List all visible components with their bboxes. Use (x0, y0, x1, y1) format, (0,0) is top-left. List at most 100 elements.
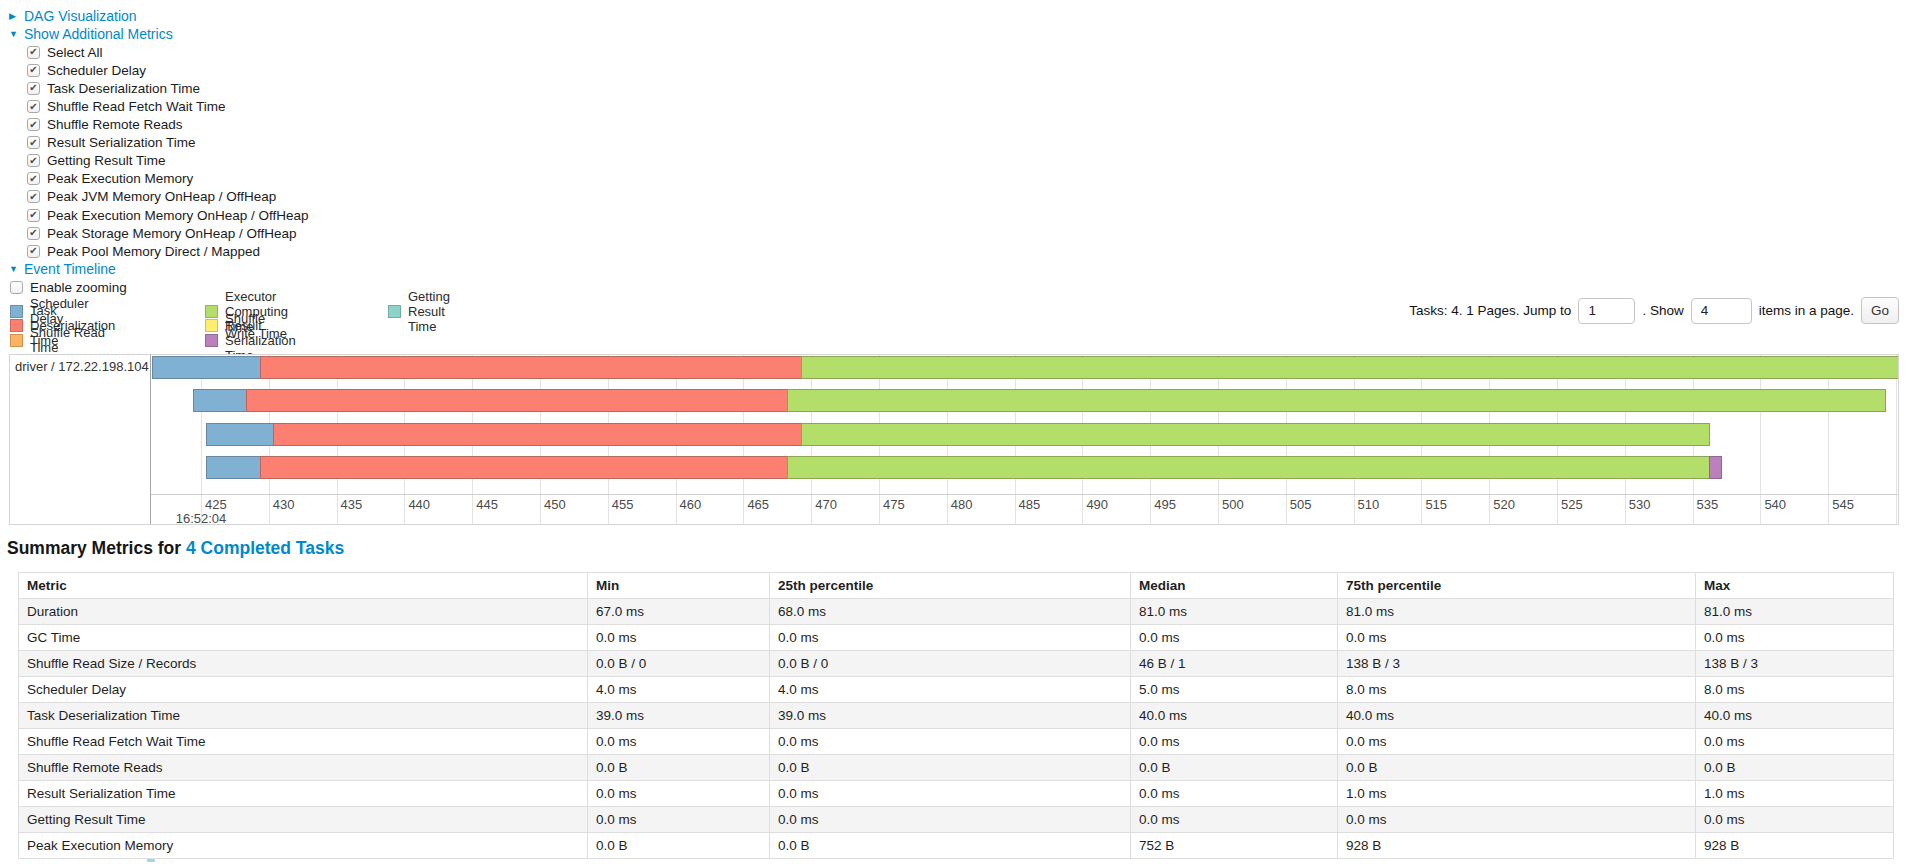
timeline-gridline (1760, 355, 1761, 524)
legend-swatch-result_serialization (205, 334, 218, 347)
metric-value-cell: 4.0 ms (770, 677, 1131, 703)
task-segment-task_deserialization (260, 456, 789, 479)
metric-checkbox[interactable] (27, 245, 40, 258)
metric-checkbox[interactable] (27, 46, 40, 59)
show-additional-metrics-label: Show Additional Metrics (24, 26, 173, 42)
metric-checkbox-row[interactable]: Peak Pool Memory Direct / Mapped (0, 242, 309, 260)
table-column-header: Median (1131, 573, 1338, 599)
metric-checkbox[interactable] (27, 172, 40, 185)
items-per-page-input[interactable] (1691, 298, 1752, 324)
timeline-gridline (201, 355, 202, 524)
metric-checkbox[interactable] (27, 154, 40, 167)
table-row: Shuffle Read Fetch Wait Time0.0 ms0.0 ms… (19, 729, 1894, 755)
metric-checkbox[interactable] (27, 227, 40, 240)
event-timeline-chart[interactable]: 4254304354404454504554604654704754804854… (9, 354, 1899, 525)
metric-value-cell: 0.0 ms (588, 781, 770, 807)
metric-checkbox-row[interactable]: Result Serialization Time (0, 134, 309, 152)
task-bar[interactable] (206, 423, 1709, 446)
timeline-tick-label: 500 (1222, 497, 1244, 512)
table-row: Task Deserialization Time39.0 ms39.0 ms4… (19, 703, 1894, 729)
metric-checkbox-row[interactable]: Select All (0, 43, 309, 61)
metric-checkbox-row[interactable]: Scheduler Delay (0, 61, 309, 79)
metric-value-cell: 0.0 B (1696, 755, 1894, 781)
event-timeline-toggle[interactable]: ▼ Event Timeline (0, 260, 309, 278)
metric-checkbox[interactable] (27, 209, 40, 222)
metric-value-cell: 0.0 ms (1696, 729, 1894, 755)
metric-checkbox[interactable] (27, 136, 40, 149)
metric-checkbox-label: Peak Storage Memory OnHeap / OffHeap (47, 226, 297, 241)
metric-checkbox-row[interactable]: Shuffle Remote Reads (0, 116, 309, 134)
metric-checkbox-row[interactable]: Peak Storage Memory OnHeap / OffHeap (0, 224, 309, 242)
table-row: Result Serialization Time0.0 ms0.0 ms0.0… (19, 781, 1894, 807)
legend-column: Executor Computing TimeShuffle Write Tim… (205, 304, 296, 348)
metric-value-cell: 39.0 ms (588, 703, 770, 729)
metric-value-cell: 0.0 ms (588, 807, 770, 833)
metric-value-cell: 81.0 ms (1696, 599, 1894, 625)
go-button[interactable]: Go (1861, 297, 1899, 324)
show-additional-metrics-toggle[interactable]: ▼ Show Additional Metrics (0, 25, 309, 43)
metric-value-cell: 0.0 B (588, 755, 770, 781)
table-row: Peak Execution Memory0.0 B0.0 B752 B928 … (19, 833, 1894, 859)
metric-checkbox[interactable] (27, 100, 40, 113)
table-row: Getting Result Time0.0 ms0.0 ms0.0 ms0.0… (19, 807, 1894, 833)
metric-checkbox-row[interactable]: Peak JVM Memory OnHeap / OffHeap (0, 188, 309, 206)
dag-visualization-toggle[interactable]: ▶ DAG Visualization (0, 7, 309, 25)
stage-page-controls: ▶ DAG Visualization ▼ Show Additional Me… (0, 7, 309, 297)
collapsed-arrow-icon: ▶ (9, 11, 19, 21)
table-row: Scheduler Delay4.0 ms4.0 ms5.0 ms8.0 ms8… (19, 677, 1894, 703)
legend-label: Getting Result Time (408, 289, 450, 334)
metric-value-cell: 1.0 ms (1338, 781, 1696, 807)
metric-value-cell: 928 B (1338, 833, 1696, 859)
task-bar[interactable] (206, 456, 1722, 479)
metric-value-cell: 0.0 B / 0 (588, 651, 770, 677)
jump-to-page-input[interactable] (1578, 298, 1635, 324)
metric-checkbox-row[interactable]: Shuffle Read Fetch Wait Time (0, 97, 309, 115)
timeline-tick-label: 515 (1425, 497, 1447, 512)
timeline-tick-label: 435 (341, 497, 363, 512)
expanded-arrow-icon: ▼ (9, 264, 19, 274)
metric-name-cell: Shuffle Read Size / Records (19, 651, 588, 677)
metric-checkbox[interactable] (27, 190, 40, 203)
task-segment-task_deserialization (273, 423, 802, 446)
metric-checkbox-row[interactable]: Getting Result Time (0, 152, 309, 170)
metric-checkbox-row[interactable]: Peak Execution Memory (0, 170, 309, 188)
timeline-plot-area: 4254304354404454504554604654704754804854… (10, 355, 1898, 524)
metric-name-cell: Task Deserialization Time (19, 703, 588, 729)
task-segment-executor_computing (801, 356, 1899, 379)
timeline-tick-label: 520 (1493, 497, 1515, 512)
metric-checkbox-row[interactable]: Task Deserialization Time (0, 79, 309, 97)
table-row: Shuffle Remote Reads0.0 B0.0 B0.0 B0.0 B… (19, 755, 1894, 781)
clipped-content-fragment (147, 859, 155, 862)
metric-checkbox[interactable] (27, 118, 40, 131)
timeline-axis-line (10, 494, 1898, 495)
metric-value-cell: 0.0 ms (770, 625, 1131, 651)
timeline-tick-label: 535 (1697, 497, 1719, 512)
pagination-suffix-text: items in a page. (1759, 303, 1854, 318)
metric-checkbox-label: Select All (47, 45, 103, 60)
metric-value-cell: 0.0 ms (770, 807, 1131, 833)
metric-value-cell: 928 B (1696, 833, 1894, 859)
metric-checkbox-label: Peak JVM Memory OnHeap / OffHeap (47, 189, 276, 204)
metric-checkbox-row[interactable]: Peak Execution Memory OnHeap / OffHeap (0, 206, 309, 224)
metric-value-cell: 0.0 ms (588, 625, 770, 651)
enable-zooming-checkbox[interactable] (10, 281, 23, 294)
metric-value-cell: 0.0 ms (1131, 781, 1338, 807)
metric-checkbox[interactable] (27, 82, 40, 95)
metric-value-cell: 0.0 B (770, 833, 1131, 859)
executor-group-label: driver / 172.22.198.104 (10, 355, 150, 374)
metric-value-cell: 0.0 ms (770, 781, 1131, 807)
task-bar[interactable] (193, 389, 1886, 412)
timeline-tick-label: 510 (1358, 497, 1380, 512)
legend-label: Shuffle Read Time (30, 325, 115, 355)
legend-swatch-scheduler_delay (10, 305, 23, 318)
metric-value-cell: 8.0 ms (1338, 677, 1696, 703)
task-bar[interactable] (152, 356, 1899, 379)
metric-checkbox[interactable] (27, 64, 40, 77)
metric-value-cell: 81.0 ms (1131, 599, 1338, 625)
task-segment-executor_computing (801, 423, 1710, 446)
metric-value-cell: 0.0 ms (1338, 625, 1696, 651)
timeline-tick-label: 455 (612, 497, 634, 512)
completed-tasks-link[interactable]: 4 Completed Tasks (186, 538, 344, 558)
metric-value-cell: 5.0 ms (1131, 677, 1338, 703)
metric-name-cell: Scheduler Delay (19, 677, 588, 703)
